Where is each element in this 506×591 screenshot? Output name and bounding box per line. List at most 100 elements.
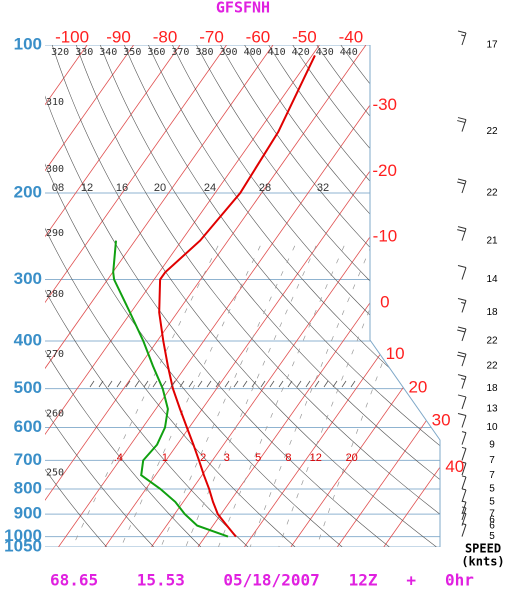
wind-speed-label: 7 <box>489 509 495 520</box>
hatch <box>143 380 149 388</box>
hatch <box>242 380 248 388</box>
x-tick-label: -20 <box>372 161 397 180</box>
hatch <box>278 380 284 388</box>
wind-axis-unit: (knts) <box>461 555 504 569</box>
wind-speed-label: 22 <box>486 188 498 199</box>
x-tick-label: 0 <box>380 292 389 311</box>
footer: 68.65 15.53 05/18/2007 12Z + 0hr <box>50 571 474 590</box>
mixing-ratio-line <box>160 245 296 547</box>
hatch <box>152 380 158 388</box>
y-tick-label: 100 <box>14 34 42 53</box>
x-tick-label: 30 <box>432 410 451 429</box>
mixing-ratio-line <box>218 245 345 547</box>
wind-barb <box>457 351 467 367</box>
theta-label: 350 <box>123 47 141 58</box>
theta-label: 380 <box>195 47 213 58</box>
theta-label: 310 <box>46 97 64 108</box>
hatch <box>323 380 329 388</box>
theta-label: 270 <box>46 349 64 360</box>
mixing-ratio-line <box>278 245 396 547</box>
theta-label: 320 <box>51 47 69 58</box>
hatch <box>287 380 293 388</box>
mixing-ratio-label: 2 <box>200 452 206 464</box>
wind-speed-label: 22 <box>486 336 498 347</box>
wind-speed-label: 7 <box>489 470 495 481</box>
mixing-ratio-label: 5 <box>255 452 261 464</box>
hatch <box>206 380 212 388</box>
dry-adiabat <box>268 45 440 547</box>
wind-speed-label: 10 <box>486 422 498 433</box>
dry-adiabat <box>45 45 249 547</box>
wind-speed-label: 6 <box>489 515 495 526</box>
wind-speed-label: 22 <box>486 126 498 137</box>
hatch <box>296 380 302 388</box>
theta-label: 250 <box>46 468 64 479</box>
hatch <box>251 380 257 388</box>
dry-adiabat <box>340 45 440 547</box>
marks <box>112 30 467 538</box>
theta-label: 430 <box>316 47 334 58</box>
mixing-ratio-label: 12 <box>310 452 322 464</box>
wind-speed-label: 5 <box>489 497 495 508</box>
plot-border <box>369 45 441 547</box>
y-tick-label: 1000 <box>4 526 42 545</box>
y-tick-label: 900 <box>14 504 42 523</box>
hatch <box>314 380 320 388</box>
theta-label: 330 <box>75 47 93 58</box>
hatch <box>89 380 95 388</box>
wind-speed-label: 18 <box>486 307 498 318</box>
x-tick-label: 40 <box>445 457 464 476</box>
theta-label: 410 <box>268 47 286 58</box>
wind-barb <box>461 475 467 490</box>
dry-adiabat <box>172 45 440 547</box>
x-tick-label: 10 <box>386 344 405 363</box>
grid <box>45 45 440 547</box>
wind-speed-label: 17 <box>486 40 498 51</box>
y-tick-label: 800 <box>14 478 42 497</box>
wind-barb <box>457 226 467 241</box>
hatch <box>305 380 311 388</box>
x-tick-label: -40 <box>339 27 364 46</box>
dry-adiabat <box>51 45 437 547</box>
mixing-ratio-line <box>185 245 317 547</box>
dry-adiabat <box>75 45 440 547</box>
wind-barb <box>457 394 467 410</box>
hatch <box>233 380 239 388</box>
wind-barb <box>461 488 467 503</box>
profile-line <box>158 54 316 538</box>
hatch <box>188 380 194 388</box>
dry-adiabat <box>45 45 202 547</box>
hatch <box>224 380 230 388</box>
y-tick-label: 300 <box>14 269 42 288</box>
moist-label: 32 <box>317 182 329 194</box>
hatch <box>98 380 104 388</box>
theta-label: 300 <box>46 164 64 175</box>
theta-label: 260 <box>46 409 64 420</box>
dry-adiabat <box>244 45 440 547</box>
y-tick-label: 500 <box>14 378 42 397</box>
wind-barb <box>457 297 467 313</box>
wind-barb <box>461 523 467 537</box>
profile-line <box>112 240 229 538</box>
mixing-ratio-line <box>72 245 219 547</box>
wind-speed-label: 13 <box>486 404 498 415</box>
isotherm <box>45 45 320 547</box>
theta-label: 370 <box>171 47 189 58</box>
hatch <box>350 380 356 388</box>
hatch <box>197 380 203 388</box>
x-tick-label: -50 <box>292 27 317 46</box>
mixing-ratio-label: 8 <box>285 452 291 464</box>
y-tick-label: 200 <box>14 182 42 201</box>
dry-adiabat <box>99 45 440 547</box>
y-tick-label: 400 <box>14 330 42 349</box>
wind-barb <box>457 117 467 132</box>
hatch <box>107 380 113 388</box>
wind-speed-label: 6 <box>489 520 495 531</box>
dry-adiabat <box>45 45 154 547</box>
wind-barb <box>461 461 467 476</box>
theta-label: 400 <box>244 47 262 58</box>
wind-axis-label: SPEED <box>465 542 501 556</box>
wind-speed-label: 5 <box>489 484 495 495</box>
theta-label: 360 <box>147 47 165 58</box>
y-tick-label: 700 <box>14 450 42 469</box>
